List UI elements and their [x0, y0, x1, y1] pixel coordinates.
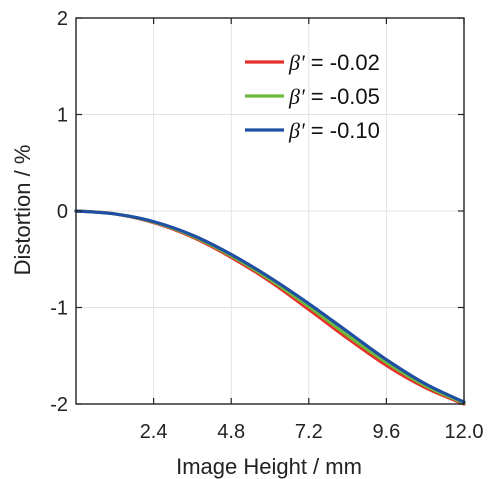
legend: β' = -0.02 β' = -0.05 β' = -0.10 — [245, 50, 380, 143]
legend-item-1: β' = -0.05 — [245, 84, 380, 109]
legend-symbol-1: β' — [288, 84, 305, 109]
x-tick-label: 2.4 — [140, 421, 168, 443]
legend-value-1: = -0.05 — [305, 84, 380, 109]
axis-ticks: 2.4 4.8 7.2 9.6 12.0 2 1 0 -1 -2 — [50, 8, 483, 443]
y-tick-label: -2 — [50, 394, 68, 416]
y-tick-label: -1 — [50, 298, 68, 320]
legend-value-0: = -0.02 — [305, 50, 380, 75]
svg-text:β' = -0.02: β' = -0.02 — [288, 50, 380, 75]
y-axis-title: Distortion / % — [10, 145, 35, 276]
y-tick-label: 1 — [57, 105, 68, 127]
svg-text:β' = -0.10: β' = -0.10 — [288, 118, 380, 143]
grid — [76, 17, 465, 405]
x-tick-label: 7.2 — [295, 421, 323, 443]
y-tick-label: 2 — [57, 8, 68, 30]
x-tick-label: 12.0 — [445, 421, 484, 443]
legend-item-0: β' = -0.02 — [245, 50, 380, 75]
legend-symbol-2: β' — [288, 118, 305, 143]
legend-value-2: = -0.10 — [305, 118, 380, 143]
x-tick-label: 4.8 — [217, 421, 245, 443]
series-line-2 — [74, 209, 466, 404]
x-axis-title: Image Height / mm — [176, 454, 362, 479]
series-lines — [74, 209, 466, 406]
legend-symbol-0: β' — [288, 50, 305, 75]
legend-item-2: β' = -0.10 — [245, 118, 380, 143]
x-tick-label: 9.6 — [372, 421, 400, 443]
svg-text:β' = -0.05: β' = -0.05 — [288, 84, 380, 109]
y-tick-label: 0 — [57, 201, 68, 223]
